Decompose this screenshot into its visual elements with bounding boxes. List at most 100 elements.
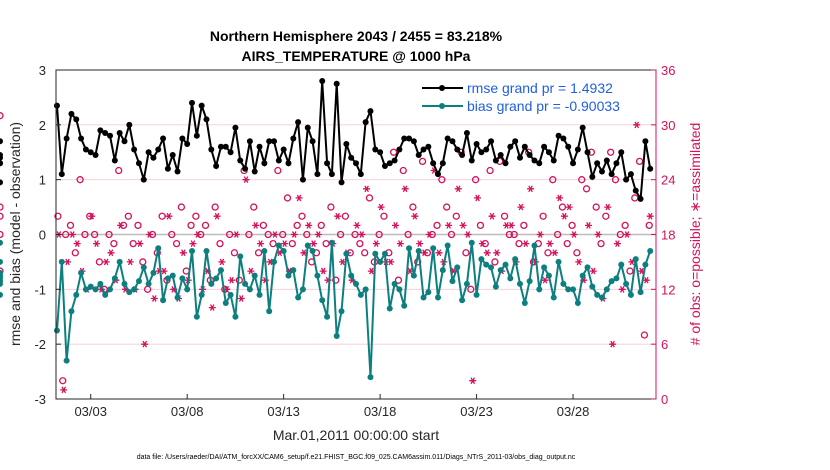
rmse-point	[314, 171, 321, 178]
bias-point	[598, 294, 605, 301]
obs-possible-marker	[327, 203, 335, 211]
rmse-point	[0, 160, 3, 167]
obs-assimilated-marker	[623, 231, 631, 238]
y-right-tick-label: 36	[661, 63, 675, 78]
rmse-point	[208, 146, 215, 153]
bias-point	[324, 313, 331, 320]
obs-assimilated-marker	[459, 221, 467, 229]
rmse-point	[536, 160, 543, 167]
rmse-point	[516, 154, 523, 161]
obs-possible-marker	[0, 230, 4, 239]
bias-point	[608, 278, 615, 285]
bias-point	[58, 258, 65, 265]
bias-point	[468, 239, 475, 246]
rmse-point	[362, 119, 369, 126]
obs-assimilated-marker	[421, 249, 428, 257]
bias-point	[179, 275, 186, 282]
obs-assimilated-marker	[60, 386, 68, 394]
rmse-point	[271, 138, 278, 145]
obs-assimilated-marker	[247, 267, 255, 275]
bias-point	[131, 286, 138, 293]
obs-assimilated-marker	[126, 258, 134, 266]
obs-possible-marker	[563, 239, 571, 248]
obs-possible-marker	[447, 230, 456, 239]
bias-point	[348, 272, 355, 279]
bias-point	[217, 267, 224, 274]
obs-possible-marker	[645, 221, 653, 230]
obs-assimilated-marker	[416, 240, 424, 248]
legend-marker-rmse	[439, 85, 445, 91]
bias-point	[401, 302, 408, 309]
obs-assimilated-marker	[570, 231, 578, 238]
obs-possible-marker	[375, 230, 383, 239]
bias-point	[492, 283, 499, 290]
bias-point	[637, 289, 644, 296]
y-left-tick-label: 3	[39, 63, 46, 78]
obs-assimilated-marker	[618, 285, 626, 293]
bias-point	[107, 286, 114, 293]
bias-point	[584, 264, 591, 271]
rmse-point	[222, 143, 229, 150]
bias-point	[463, 280, 470, 287]
obs-possible-marker	[293, 221, 301, 230]
obs-possible-marker	[582, 185, 591, 193]
y-axis-right-label: # of obs: o=possible; ∗=assimilated	[687, 123, 703, 346]
bias-point	[111, 275, 118, 282]
bias-point	[507, 275, 514, 282]
bias-point	[618, 261, 625, 268]
bias-point	[555, 258, 562, 265]
rmse-point	[242, 165, 249, 172]
bias-point	[232, 313, 239, 320]
obs-assimilated-marker	[556, 194, 563, 202]
rmse-point	[82, 146, 89, 153]
obs-assimilated-marker	[493, 249, 501, 257]
rmse-point	[126, 121, 133, 128]
legend-marker-bias	[439, 103, 445, 109]
obs-possible-marker	[332, 276, 340, 284]
rmse-point	[584, 149, 591, 156]
bias-point	[497, 267, 504, 274]
y-left-tick-label: 2	[39, 118, 46, 133]
obs-assimilated-marker	[213, 212, 221, 220]
obs-assimilated-marker	[633, 121, 641, 129]
rmse-point	[550, 157, 557, 164]
rmse-point	[116, 130, 123, 137]
obs-possible-marker	[177, 203, 186, 211]
obs-assimilated-marker	[305, 221, 313, 229]
rmse-point	[497, 151, 504, 158]
bias-point	[627, 291, 634, 298]
obs-assimilated-marker	[642, 276, 650, 284]
bias-point	[155, 245, 162, 252]
rmse-point	[512, 138, 519, 145]
bias-point	[459, 297, 466, 304]
rmse-point	[492, 157, 499, 164]
obs-possible-marker	[245, 230, 253, 239]
rmse-series	[0, 77, 654, 203]
bias-point	[102, 291, 109, 298]
bias-point	[63, 357, 70, 364]
bias-point	[203, 247, 210, 254]
legend: rmse grand pr = 1.4932 bias grand pr = -…	[422, 80, 620, 114]
bias-point	[642, 261, 649, 268]
rmse-point	[87, 149, 94, 156]
bias-point	[565, 286, 572, 293]
bias-series	[0, 239, 654, 381]
obs-assimilated-marker	[474, 194, 481, 202]
rmse-point	[179, 135, 186, 142]
rmse-point	[348, 154, 355, 161]
rmse-point	[319, 77, 326, 84]
rmse-point	[415, 151, 422, 158]
obs-possible-marker	[553, 230, 562, 239]
bias-point	[73, 291, 80, 298]
bias-point	[430, 245, 437, 252]
rmse-point	[217, 143, 224, 150]
rmse-point	[107, 132, 114, 139]
obs-assimilated-marker	[64, 258, 72, 266]
bias-point	[78, 269, 85, 276]
obs-assimilated-marker	[117, 221, 125, 229]
y-axis-left-label: rmse and bias (model - observation)	[7, 122, 23, 346]
obs-assimilated-marker	[218, 258, 226, 266]
obs-possible-marker	[549, 176, 557, 184]
bias-point	[406, 245, 413, 252]
obs-possible-marker	[500, 212, 509, 220]
